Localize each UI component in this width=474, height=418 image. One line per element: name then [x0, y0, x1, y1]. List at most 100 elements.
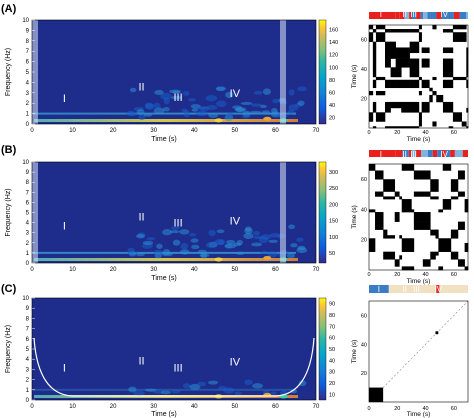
colorbar-tick-label: 10: [329, 392, 335, 398]
recurrence-cell: [401, 266, 412, 271]
recurrence-cell: [369, 164, 376, 171]
colorbar: 20 40 60 80 100 120 140 160: [318, 19, 338, 125]
colorbar-tick-label: 20: [329, 116, 335, 122]
recurrence-cell: [438, 266, 444, 271]
recurrence-cell: [464, 266, 469, 271]
recurrence-cell: [418, 121, 422, 127]
recurrence-frame: [368, 163, 469, 271]
state-segment: [395, 150, 403, 157]
recurrence-cell: [384, 107, 391, 113]
x-axis-label: Time (s): [151, 411, 176, 418]
recurrence-cell: [448, 107, 454, 113]
y-tick-label: 7: [26, 49, 30, 55]
recurrence-cell: [401, 238, 412, 244]
recurrence-cell: [395, 29, 402, 33]
recurrence-cell: [454, 229, 459, 236]
recurrence-cell: [401, 79, 410, 89]
y-tick-label: 20: [361, 97, 367, 103]
panel-label: (A): [1, 3, 17, 15]
y-tick-label: 1: [26, 251, 30, 257]
recurrence-cell: [438, 242, 444, 252]
dominant-band: [34, 119, 298, 122]
panel-2: (C) 0 1 2 3 4 5 6 7 8 9 10 0 10 20 30 40 50 60 70 Time (s) Fr…: [1, 283, 469, 418]
recurrence-cell: [401, 126, 410, 129]
dominant-band: [34, 258, 298, 261]
y-tick-label: 4: [26, 357, 30, 363]
recurrence-cell: [454, 251, 459, 256]
activity-blob: [200, 252, 208, 259]
colorbar-tick-label: 140: [329, 40, 338, 46]
activity-blob: [189, 233, 196, 237]
recurrence-cell: [448, 47, 454, 54]
state-segment: [436, 12, 442, 19]
state-segment: [462, 150, 468, 157]
activity-blob: [245, 226, 252, 232]
recurrence-cell: [384, 41, 391, 48]
state-annotation: II: [138, 212, 144, 224]
recurrence-cell: [375, 76, 386, 81]
recurrence-cell: [430, 179, 436, 184]
colorbar-tick-label: 60: [329, 90, 335, 96]
y-tick-label: 10: [22, 160, 29, 166]
recurrence-cell: [401, 47, 410, 54]
x-tick-label: 0: [367, 272, 370, 278]
recurrence-cell: [384, 79, 391, 89]
recurrence-cell: [375, 170, 384, 180]
x-tick-label: 10: [69, 404, 76, 410]
activity-blob: [208, 113, 218, 118]
recurrence-cell: [401, 199, 412, 210]
x-tick-label: 60: [451, 272, 457, 278]
colorbar-tick-label: 100: [329, 65, 338, 71]
recurrence-cell: [450, 196, 455, 200]
y-tick-label: 1: [26, 388, 30, 394]
recurrence-cell: [442, 101, 449, 109]
recurrence-cell: [394, 191, 400, 197]
recurrence-cell: [448, 67, 454, 78]
activity-blob: [205, 242, 215, 248]
activity-blob: [267, 251, 278, 258]
activity-blob: [260, 250, 269, 255]
colorbar: 10 20 30 40 50 60 70 80 90: [318, 297, 335, 401]
recurrence-cell: [384, 58, 391, 68]
x-tick-label: 20: [394, 130, 400, 136]
state-segment: [408, 150, 412, 157]
state-segment: [423, 12, 428, 19]
state-bar: I II III IV: [369, 150, 468, 159]
recurrence-cell: [401, 101, 410, 109]
state-segment: [453, 12, 460, 19]
y-tick-label: 0: [26, 398, 30, 404]
state-label: II: [402, 150, 406, 159]
activity-blob: [244, 379, 253, 386]
colorbar-gradient: [318, 19, 327, 125]
state-label: III: [413, 285, 420, 294]
recurrence-cell: [457, 170, 465, 180]
state-segment: [447, 12, 454, 19]
y-tick-label: 8: [26, 180, 30, 186]
recurrence-cell: [384, 101, 391, 109]
recurrence-cell: [395, 47, 402, 54]
activity-blob: [195, 110, 208, 117]
state-annotation: I: [63, 221, 66, 233]
y-tick-label: 5: [26, 211, 30, 217]
y-tick-label: 20: [361, 238, 367, 244]
activity-blob: [197, 381, 207, 387]
activity-blob: [144, 388, 157, 392]
colorbar-tick-label: 50: [329, 251, 335, 257]
panel-label: (B): [1, 144, 17, 156]
y-tick-label: 8: [26, 316, 30, 322]
colorbar-tick-label: 30: [329, 370, 335, 376]
activity-blob: [162, 107, 170, 112]
recurrence-cell: [384, 52, 391, 59]
state-bar: I II III IV: [369, 10, 468, 19]
recurrence-cell: [464, 199, 469, 210]
recurrence-cell: [384, 29, 391, 33]
state-annotation: III: [173, 362, 182, 374]
colorbar-tick-label: 40: [329, 358, 335, 364]
colorbar-tick-label: 60: [329, 336, 335, 342]
state-segment: [457, 150, 463, 157]
state-segment: [402, 150, 409, 157]
